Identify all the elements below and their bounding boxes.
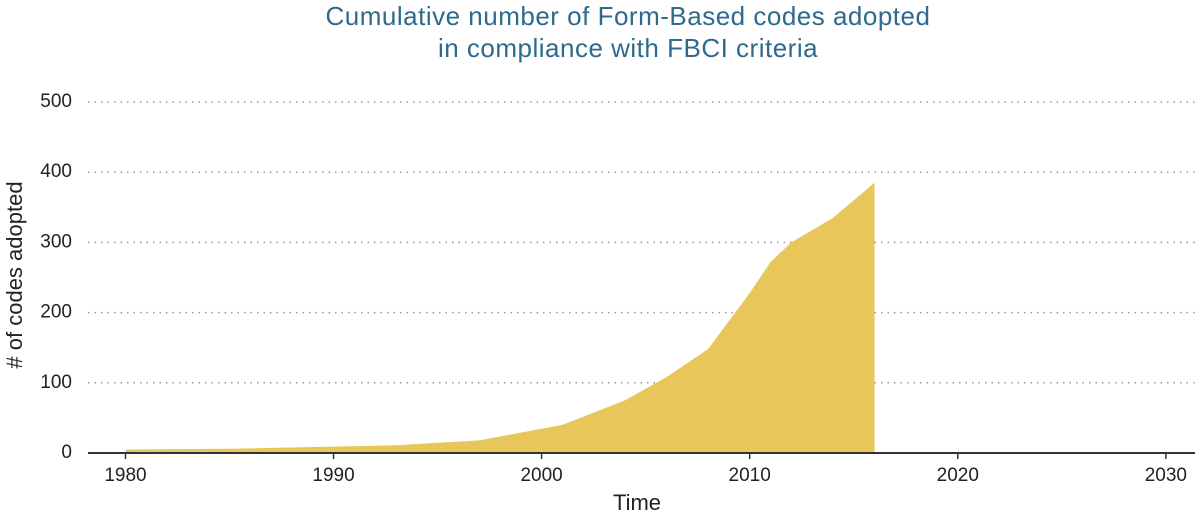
y-tick-label: 300 (40, 231, 72, 252)
x-tick-label: 1980 (104, 465, 146, 486)
chart-title: in compliance with FBCI criteria (438, 33, 818, 63)
y-tick-label: 0 (61, 442, 72, 463)
y-tick-label: 500 (40, 91, 72, 112)
y-tick-label: 100 (40, 372, 72, 393)
area (125, 182, 875, 454)
x-tick-label: 2020 (937, 465, 979, 486)
x-tick-label: 1990 (312, 465, 354, 486)
y-axis-label: # of codes adopted (2, 181, 27, 368)
y-tick-label: 200 (40, 302, 72, 323)
x-axis-label: Time (613, 490, 661, 515)
x-tick-label: 2030 (1145, 465, 1187, 486)
chart-title: Cumulative number of Form-Based codes ad… (326, 1, 931, 31)
y-tick-label: 400 (40, 161, 72, 182)
x-tick-label: 2000 (520, 465, 562, 486)
x-tick-label: 2010 (729, 465, 771, 486)
